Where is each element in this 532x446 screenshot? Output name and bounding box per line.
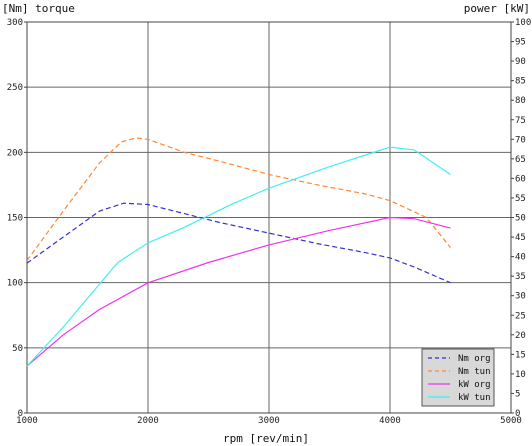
y-right-tick-label: 80 [515,96,526,106]
legend-label: Nm tun [458,367,491,377]
y-right-tick-label: 100 [515,18,531,28]
y-right-tick-label: 20 [515,331,526,341]
y-right-tick-label: 70 [515,135,526,145]
series-line-kw-org [26,216,451,367]
x-tick-label: 4000 [379,416,401,426]
y-right-tick-label: 60 [515,174,526,184]
series-line-nm-tun [26,137,451,261]
y-right-tick-label: 15 [515,350,526,360]
y-right-tick-label: 5 [515,389,520,399]
y-right-tick-label: 40 [515,253,526,263]
series-line-kw-tun [26,146,451,367]
y-left-tick-label: 300 [7,18,23,28]
series-line-nm-org [26,202,451,284]
y-right-tick-label: 25 [515,311,526,321]
series-lines [26,137,451,367]
y-left-tick-label: 0 [18,409,23,419]
y-right-tick-label: 0 [515,409,520,419]
x-tick-label: 5000 [500,416,522,426]
y-right-tick-label: 50 [515,214,526,224]
y-right-tick-label: 55 [515,194,526,204]
y-left-tick-label: 50 [12,344,23,354]
y-right-tick-label: 35 [515,272,526,282]
y-right-tick-label: 95 [515,38,526,48]
x-tick-label: 3000 [258,416,280,426]
y-right-tick-label: 30 [515,292,526,302]
y-right-tick-label: 65 [515,155,526,165]
y-right-tick-label: 10 [515,370,526,380]
y-right-tick-label: 85 [515,77,526,87]
y-left-tick-label: 100 [7,279,23,289]
legend-label: kW org [458,380,491,390]
x-axis-title: rpm [rev/min] [223,432,309,445]
legend: Nm org Nm tun kW org kW tun [421,348,495,407]
axis-ticks: 1000 2000 3000 4000 500005010015020025030005… [7,18,532,426]
y-right-tick-label: 75 [515,116,526,126]
x-tick-label: 2000 [137,416,159,426]
left-axis-title: [Nm] torque [2,2,75,15]
y-left-tick-label: 150 [7,214,23,224]
legend-label: Nm org [458,354,491,364]
right-axis-title: power [kW] [464,2,530,15]
x-tick-label: 1000 [16,416,38,426]
y-right-tick-label: 45 [515,233,526,243]
legend-label: kW tun [458,393,491,403]
y-right-tick-label: 90 [515,57,526,67]
y-left-tick-label: 250 [7,83,23,93]
y-left-tick-label: 200 [7,148,23,158]
